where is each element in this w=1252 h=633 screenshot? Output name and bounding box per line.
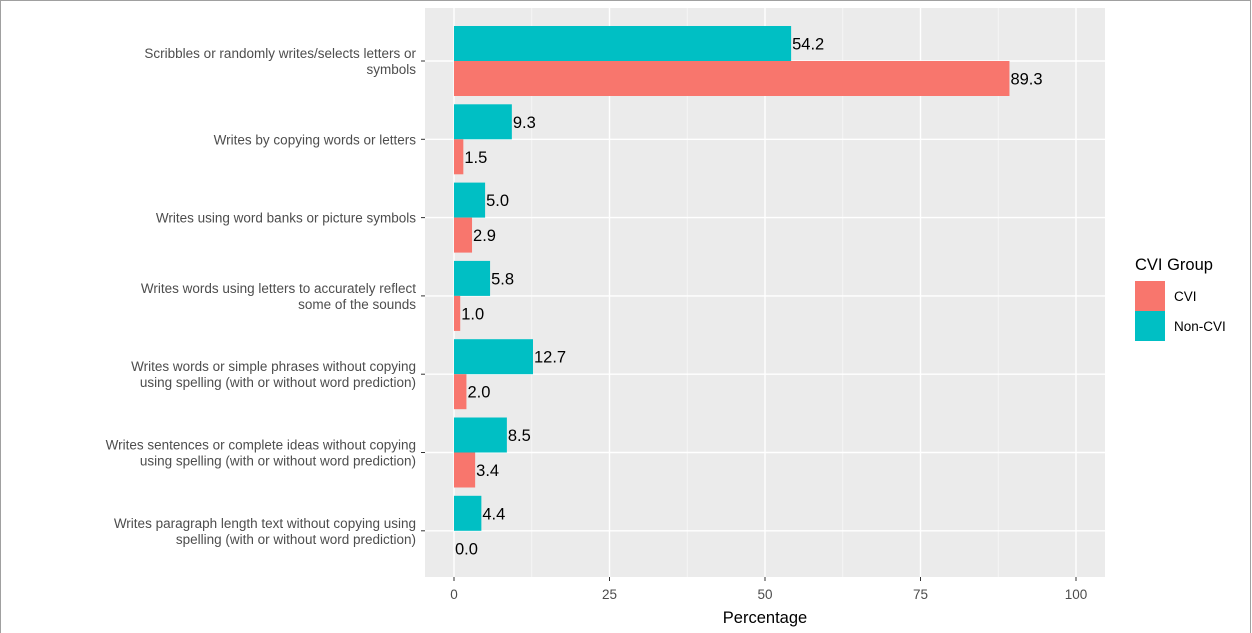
bar-cvi-5 bbox=[454, 374, 467, 410]
category-label-7: Writes paragraph length text without cop… bbox=[114, 516, 416, 547]
bar-non-cvi-5 bbox=[454, 339, 533, 375]
x-tick-label-50: 50 bbox=[757, 587, 772, 602]
category-label-4: Writes words using letters to accurately… bbox=[141, 281, 416, 312]
x-tick-label-0: 0 bbox=[450, 587, 458, 602]
value-label-non-cvi-3: 5.0 bbox=[486, 192, 509, 210]
x-tick-label-75: 75 bbox=[913, 587, 928, 602]
category-label-3: Writes using word banks or picture symbo… bbox=[156, 211, 416, 226]
value-label-non-cvi-5: 12.7 bbox=[534, 349, 566, 367]
x-tick-label-25: 25 bbox=[602, 587, 617, 602]
bar-cvi-2 bbox=[454, 139, 464, 175]
bar-non-cvi-1 bbox=[454, 26, 792, 61]
legend-title: CVI Group bbox=[1135, 256, 1213, 274]
bar-non-cvi-4 bbox=[454, 260, 491, 296]
legend: CVI Group CVI Non-CVI bbox=[1135, 256, 1226, 341]
legend-entries: CVI Non-CVI bbox=[1135, 281, 1226, 341]
value-label-non-cvi-1: 54.2 bbox=[792, 36, 824, 54]
value-labels: 54.2 9.3 5.0 5.8 12.7 8.5 4.4 89.3 1.5 2.9 1.0 2.0 3… bbox=[455, 36, 1043, 559]
value-label-cvi-4: 1.0 bbox=[461, 305, 484, 323]
value-label-cvi-6: 3.4 bbox=[476, 462, 499, 480]
bar-non-cvi-2 bbox=[454, 104, 512, 140]
bar-cvi-6 bbox=[454, 452, 476, 488]
value-label-cvi-5: 2.0 bbox=[467, 384, 490, 402]
value-label-cvi-3: 2.9 bbox=[473, 227, 496, 245]
legend-key-non-cvi bbox=[1135, 311, 1165, 341]
value-label-cvi-2: 1.5 bbox=[464, 149, 487, 167]
x-axis-ticks: 0 25 50 75 100 bbox=[450, 577, 1087, 602]
category-label-5: Writes words or simple phrases without c… bbox=[131, 359, 416, 390]
category-label-6: Writes sentences or complete ideas witho… bbox=[106, 438, 416, 469]
bar-non-cvi-6 bbox=[454, 417, 507, 453]
legend-label-cvi: CVI bbox=[1174, 289, 1197, 304]
value-label-non-cvi-6: 8.5 bbox=[508, 427, 531, 445]
x-tick-label-100: 100 bbox=[1065, 587, 1088, 602]
category-label-2: Writes by copying words or letters bbox=[214, 132, 417, 147]
value-label-cvi-1: 89.3 bbox=[1010, 71, 1042, 89]
x-axis-title: Percentage bbox=[723, 609, 807, 627]
legend-label-non-cvi: Non-CVI bbox=[1174, 319, 1226, 334]
bar-cvi-1 bbox=[454, 61, 1010, 96]
bars bbox=[454, 26, 1010, 531]
bar-non-cvi-7 bbox=[454, 495, 482, 531]
minor-gridlines bbox=[531, 8, 999, 577]
category-label-1: Scribbles or randomly writes/selects let… bbox=[144, 46, 416, 77]
bar-non-cvi-3 bbox=[454, 182, 486, 218]
value-label-non-cvi-4: 5.8 bbox=[491, 270, 514, 288]
category-labels: Scribbles or randomly writes/selects let… bbox=[106, 46, 425, 547]
value-label-non-cvi-2: 9.3 bbox=[513, 114, 536, 132]
bar-cvi-4 bbox=[454, 295, 461, 331]
value-label-cvi-7: 0.0 bbox=[455, 540, 478, 558]
legend-key-cvi bbox=[1135, 281, 1165, 311]
value-label-non-cvi-7: 4.4 bbox=[482, 505, 505, 523]
bar-cvi-3 bbox=[454, 217, 473, 253]
